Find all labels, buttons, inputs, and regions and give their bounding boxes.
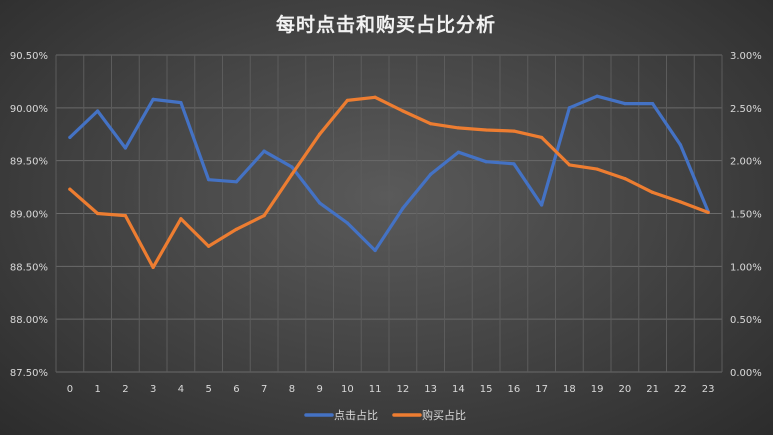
data-point — [678, 143, 682, 147]
data-point — [123, 214, 127, 218]
x-axis-ticks: 0 1 2 3 4 5 6 7 8 9 10 11 12 13 14 15 16 17 18 19 20 21 22 23 — [67, 384, 715, 395]
data-point — [96, 109, 100, 113]
left-axis-tick-label: 87.50% — [10, 368, 48, 379]
legend-label: 购买占比 — [422, 408, 466, 422]
x-axis-tick-label: 3 — [150, 384, 156, 395]
data-point — [373, 248, 377, 253]
data-point — [512, 129, 516, 133]
data-point — [623, 177, 627, 181]
x-axis-tick-label: 21 — [646, 384, 659, 395]
data-point — [234, 180, 238, 184]
data-point — [651, 190, 655, 194]
right-axis-tick-label: 3.00% — [730, 51, 762, 62]
data-point — [318, 201, 322, 205]
data-point — [401, 109, 405, 113]
chart-title: 每时点击和购买占比分析 — [276, 13, 496, 36]
x-axis-tick-label: 9 — [316, 384, 322, 395]
data-point — [345, 98, 349, 103]
series-lines — [68, 94, 710, 269]
data-point — [429, 172, 433, 177]
left-axis-tick-label: 89.50% — [10, 157, 48, 168]
legend: 点击占比 购买占比 — [304, 408, 466, 422]
x-axis-tick-label: 10 — [341, 384, 354, 395]
x-axis-tick-label: 16 — [508, 384, 521, 395]
data-point — [68, 187, 72, 191]
x-axis-tick-label: 23 — [702, 384, 715, 395]
x-axis-tick-label: 1 — [94, 384, 100, 395]
right-axis-tick-label: 2.00% — [730, 157, 762, 168]
data-point — [595, 167, 599, 171]
data-point — [623, 102, 627, 106]
right-axis-tick-label: 1.00% — [730, 262, 762, 273]
data-point — [373, 95, 377, 99]
right-axis-ticks: 0.00% 0.50% 1.00% 1.50% 2.00% 2.50% 3.00% — [730, 51, 762, 379]
x-axis-tick-label: 2 — [122, 384, 128, 395]
data-point — [512, 162, 516, 166]
x-axis-tick-label: 19 — [591, 384, 604, 395]
x-axis-tick-label: 22 — [674, 384, 687, 395]
x-axis-tick-label: 12 — [397, 384, 410, 395]
x-axis-tick-label: 7 — [261, 384, 267, 395]
data-point — [706, 210, 710, 215]
data-point — [595, 94, 599, 98]
series-line-1 — [68, 95, 710, 269]
series-line-0 — [68, 94, 710, 253]
data-point — [96, 211, 100, 216]
data-point — [540, 135, 544, 140]
x-axis-tick-label: 5 — [205, 384, 211, 395]
left-axis-tick-label: 90.50% — [10, 51, 48, 62]
left-axis-tick-label: 89.00% — [10, 210, 48, 221]
x-axis-tick-label: 17 — [535, 384, 548, 395]
right-axis-tick-label: 2.50% — [730, 104, 762, 115]
x-axis-tick-label: 18 — [563, 384, 576, 395]
data-point — [262, 149, 266, 153]
data-point — [262, 214, 266, 218]
data-point — [567, 163, 571, 167]
data-point — [651, 102, 655, 106]
data-point — [456, 150, 460, 154]
data-point — [123, 146, 127, 150]
data-point — [151, 265, 155, 269]
data-point — [179, 217, 183, 221]
data-point — [345, 221, 349, 225]
x-axis-tick-label: 11 — [369, 384, 382, 395]
x-axis-tick-label: 8 — [289, 384, 295, 395]
data-point — [318, 132, 322, 136]
right-axis-tick-label: 1.50% — [730, 210, 762, 221]
left-axis-tick-label: 88.00% — [10, 315, 48, 326]
x-axis-tick-label: 14 — [452, 384, 465, 395]
left-axis-tick-label: 88.50% — [10, 262, 48, 273]
right-axis-tick-label: 0.50% — [730, 315, 762, 326]
data-point — [401, 206, 405, 210]
x-axis-tick-label: 4 — [178, 384, 184, 395]
legend-label: 点击占比 — [334, 408, 378, 422]
data-point — [234, 227, 238, 231]
data-point — [151, 97, 155, 101]
x-axis-tick-label: 0 — [67, 384, 73, 395]
left-axis-ticks: 87.50% 88.00% 88.50% 89.00% 89.50% 90.00% 90.5… — [10, 51, 48, 379]
data-point — [484, 160, 488, 164]
data-point — [678, 200, 682, 204]
data-point — [540, 203, 544, 207]
data-point — [429, 122, 433, 126]
x-axis-tick-label: 20 — [619, 384, 632, 395]
data-point — [290, 172, 294, 177]
x-axis-tick-label: 15 — [480, 384, 493, 395]
x-axis-tick-label: 13 — [424, 384, 437, 395]
data-point — [179, 100, 183, 105]
data-point — [207, 178, 211, 182]
data-point — [68, 135, 72, 140]
data-point — [207, 244, 211, 248]
left-axis-tick-label: 90.00% — [10, 104, 48, 115]
x-axis-tick-label: 6 — [233, 384, 239, 395]
data-point — [456, 126, 460, 130]
right-axis-tick-label: 0.00% — [730, 368, 762, 379]
data-point — [290, 165, 294, 169]
data-point — [567, 106, 571, 110]
data-point — [484, 128, 488, 132]
